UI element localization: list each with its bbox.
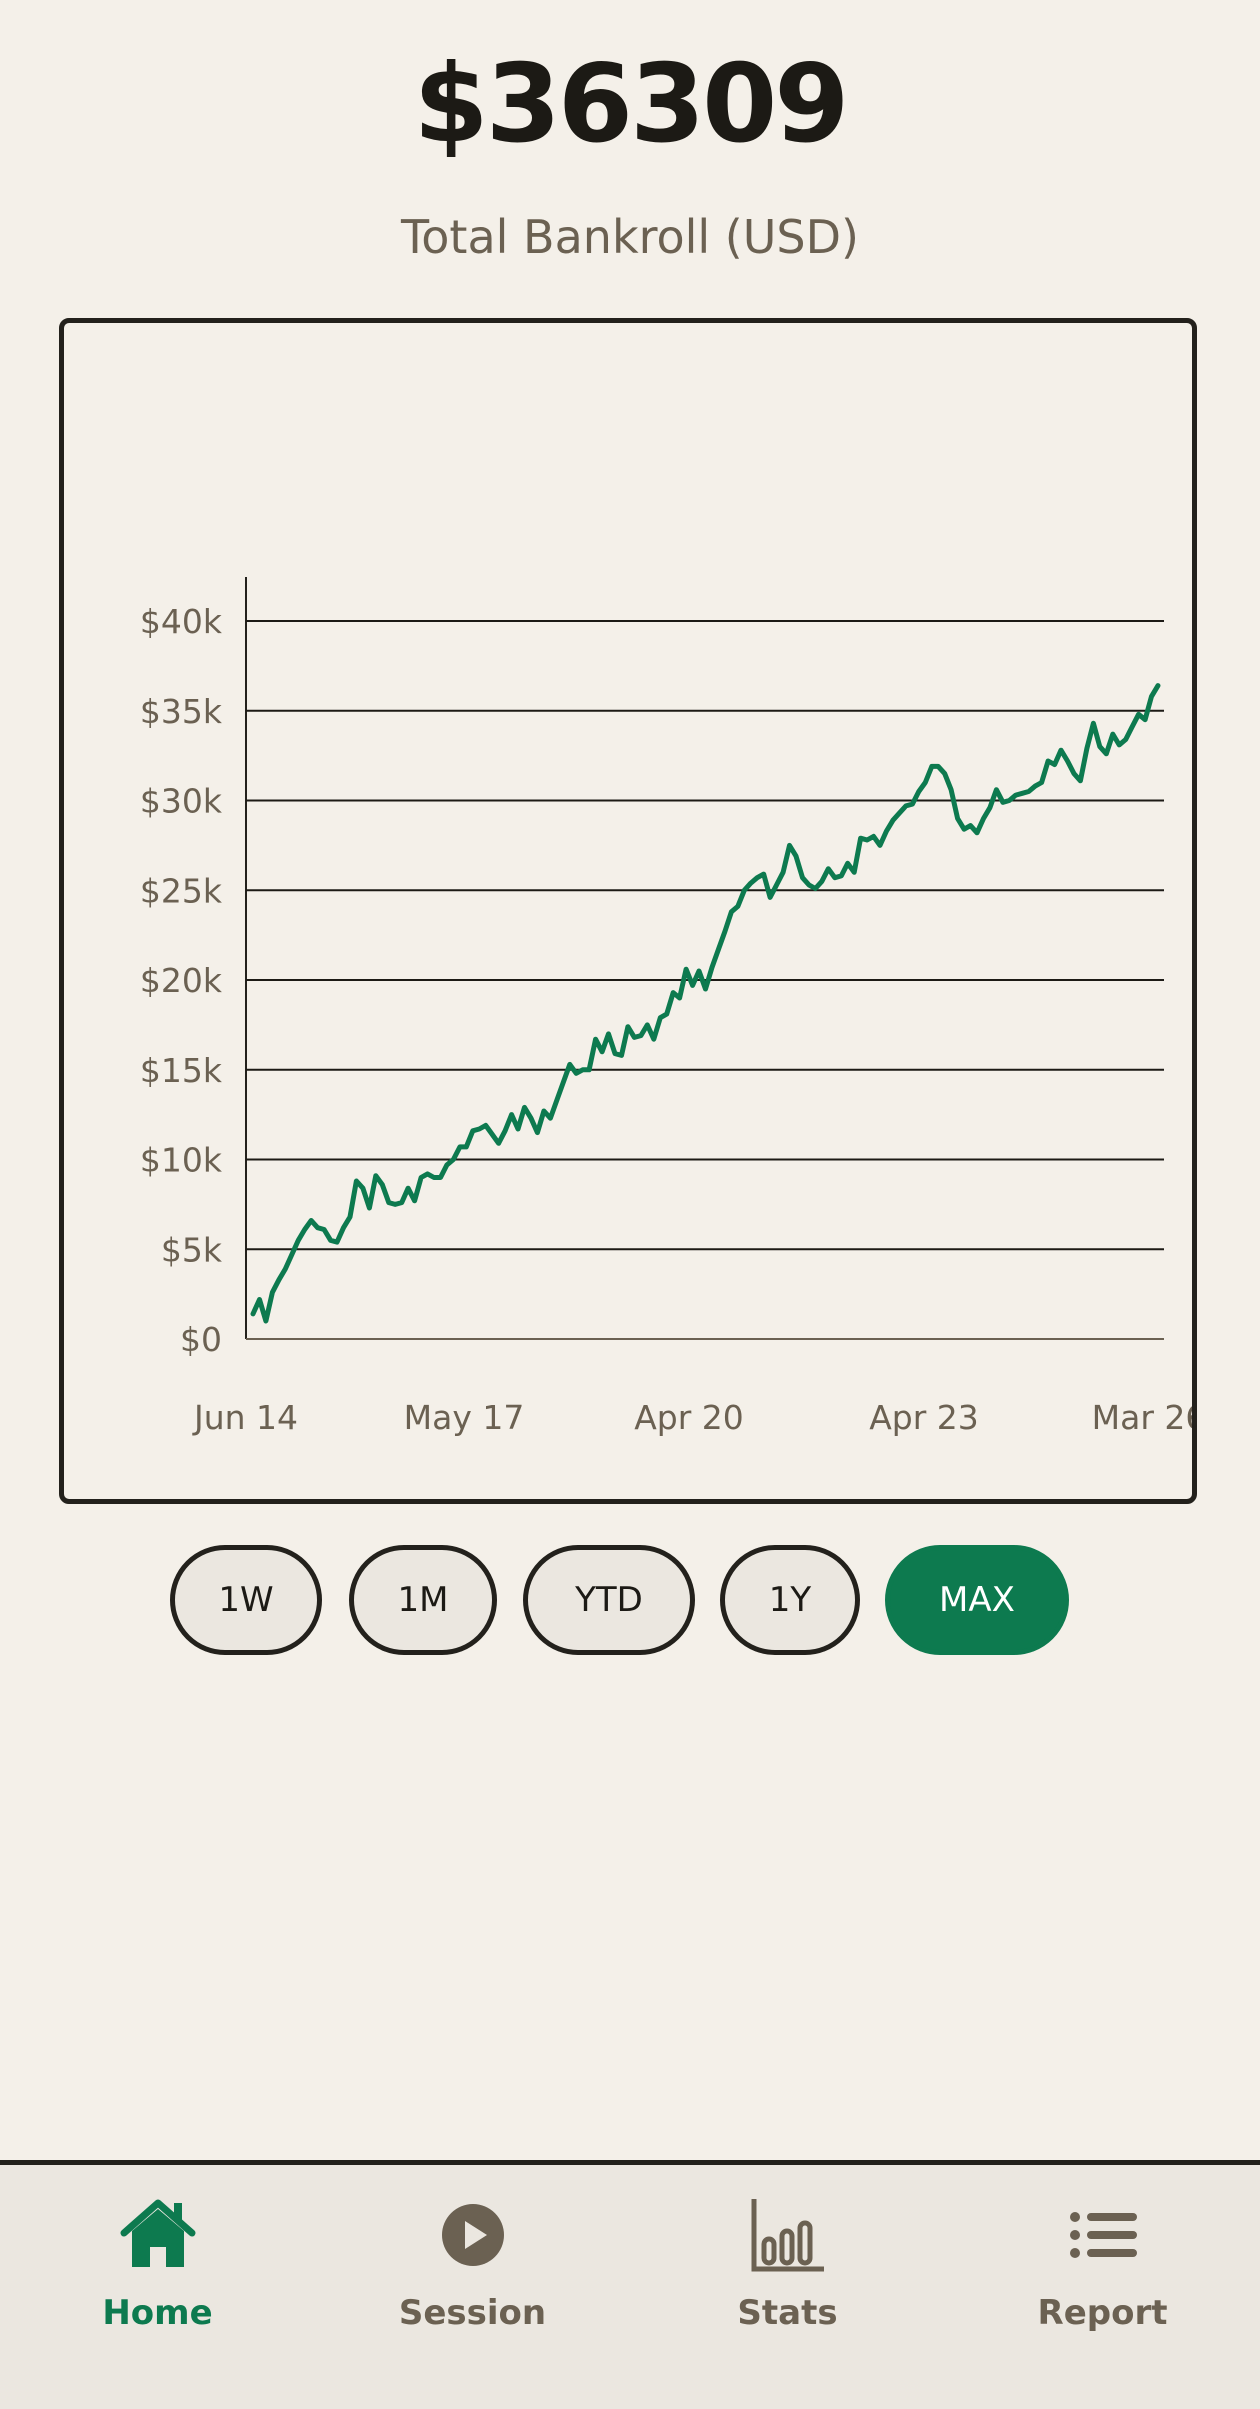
tab-home[interactable]: Home	[0, 2165, 315, 2409]
y-tick-label: $35k	[140, 692, 223, 731]
y-tick-label: $5k	[161, 1230, 223, 1269]
range-1y-button[interactable]: 1Y	[720, 1545, 860, 1655]
tab-home-label: Home	[102, 2293, 213, 2333]
home-icon	[120, 2199, 195, 2267]
tab-report[interactable]: Report	[945, 2165, 1260, 2409]
header: $36309 Total Bankroll (USD)	[0, 40, 1260, 264]
y-tick-label: $10k	[140, 1141, 223, 1180]
bottom-tab-bar: Home Session Stats Report	[0, 2160, 1260, 2409]
x-tick-label: Apr 20	[634, 1398, 744, 1437]
tab-stats[interactable]: Stats	[630, 2165, 945, 2409]
x-tick-label: Mar 26	[1092, 1398, 1192, 1437]
x-tick-label: Jun 14	[192, 1398, 298, 1437]
tab-session[interactable]: Session	[315, 2165, 630, 2409]
x-tick-label: Apr 23	[869, 1398, 979, 1437]
x-tick-label: May 17	[404, 1398, 525, 1437]
y-tick-label: $20k	[140, 961, 223, 1000]
y-tick-label: $25k	[140, 871, 223, 910]
range-1m-button[interactable]: 1M	[349, 1545, 497, 1655]
bankroll-series-line	[250, 683, 1161, 1324]
range-ytd-button[interactable]: YTD	[523, 1545, 695, 1655]
range-max-button[interactable]: MAX	[885, 1545, 1069, 1655]
range-selector: 1W 1M YTD 1Y MAX	[0, 1545, 1260, 1655]
y-tick-label: $30k	[140, 782, 223, 821]
list-icon	[1069, 2212, 1137, 2258]
tab-session-label: Session	[398, 2293, 547, 2333]
bar-chart-icon	[751, 2199, 824, 2272]
tab-stats-label: Stats	[737, 2293, 838, 2333]
y-tick-label: $40k	[140, 602, 223, 641]
y-tick-label: $15k	[140, 1051, 223, 1090]
bankroll-chart-card: $0 $5k $10k $15k $20k $25k $30k $35k $40k Jun 14 M…	[59, 318, 1197, 1504]
play-icon	[441, 2204, 504, 2266]
bankroll-chart: $0 $5k $10k $15k $20k $25k $30k $35k $40k Jun 14 M…	[140, 577, 1192, 1437]
tab-report-label: Report	[1037, 2293, 1168, 2333]
total-bankroll-amount: $36309	[413, 42, 850, 167]
y-tick-label: $0	[180, 1320, 222, 1359]
total-bankroll-label: Total Bankroll (USD)	[400, 210, 859, 264]
range-1w-button[interactable]: 1W	[170, 1545, 322, 1655]
